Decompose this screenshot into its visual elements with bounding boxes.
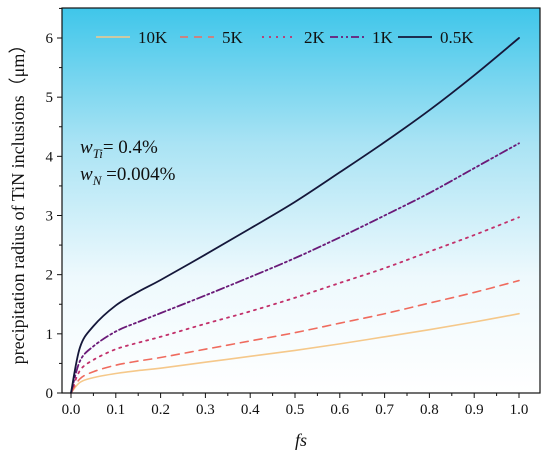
series-line-0.5K bbox=[70, 37, 520, 394]
y-tick-label: 2 bbox=[46, 268, 54, 284]
y-axis-title: precipitation radius of TiN inclusions（μ… bbox=[8, 36, 28, 365]
legend-label-5K: 5K bbox=[222, 28, 244, 47]
x-tick-label: 0.1 bbox=[106, 402, 125, 418]
x-tick-label: 1.0 bbox=[510, 402, 529, 418]
plot-frame bbox=[61, 7, 541, 394]
y-tick-label: 3 bbox=[46, 209, 54, 225]
annotation-w-ti: wTi= 0.4% bbox=[80, 137, 158, 161]
legend-label-0.5K: 0.5K bbox=[440, 28, 474, 47]
legend-label-1K: 1K bbox=[372, 28, 394, 47]
axis-ticks: 0.0 0.1 0.2 0.3 0.4 0.5 0.6 0.7 0.8 0.9 1.0 0 1 2 3 4 5 6 bbox=[46, 7, 529, 418]
x-tick-label: 0.7 bbox=[375, 402, 394, 418]
annotation-w-n: wN =0.004% bbox=[80, 164, 176, 188]
x-tick-label: 0.5 bbox=[286, 402, 305, 418]
y-tick-label: 5 bbox=[46, 90, 54, 106]
x-tick-label: 0.8 bbox=[420, 402, 439, 418]
series-line-2K bbox=[70, 216, 520, 394]
x-tick-label: 0.4 bbox=[241, 402, 260, 418]
y-tick-label: 0 bbox=[46, 386, 54, 402]
y-tick-label: 6 bbox=[46, 31, 54, 47]
series-layer bbox=[70, 37, 520, 394]
annotations: wTi= 0.4% wN =0.004% bbox=[80, 137, 176, 188]
x-tick-label: 0.9 bbox=[465, 402, 484, 418]
series-line-1K bbox=[70, 142, 520, 394]
legend-label-10K: 10K bbox=[138, 28, 168, 47]
legend-label-2K: 2K bbox=[304, 28, 326, 47]
plot-background bbox=[62, 8, 540, 393]
x-axis-title: fs bbox=[295, 430, 307, 450]
legend: 10K 5K 2K 1K 0.5K bbox=[96, 28, 474, 47]
y-tick-label: 4 bbox=[46, 149, 54, 165]
y-tick-label: 1 bbox=[46, 327, 54, 343]
x-tick-label: 0.0 bbox=[62, 402, 81, 418]
series-line-5K bbox=[70, 279, 520, 394]
x-tick-label: 0.6 bbox=[330, 402, 349, 418]
x-tick-label: 0.3 bbox=[196, 402, 215, 418]
x-tick-label: 0.2 bbox=[151, 402, 170, 418]
series-line-10K bbox=[70, 312, 520, 394]
